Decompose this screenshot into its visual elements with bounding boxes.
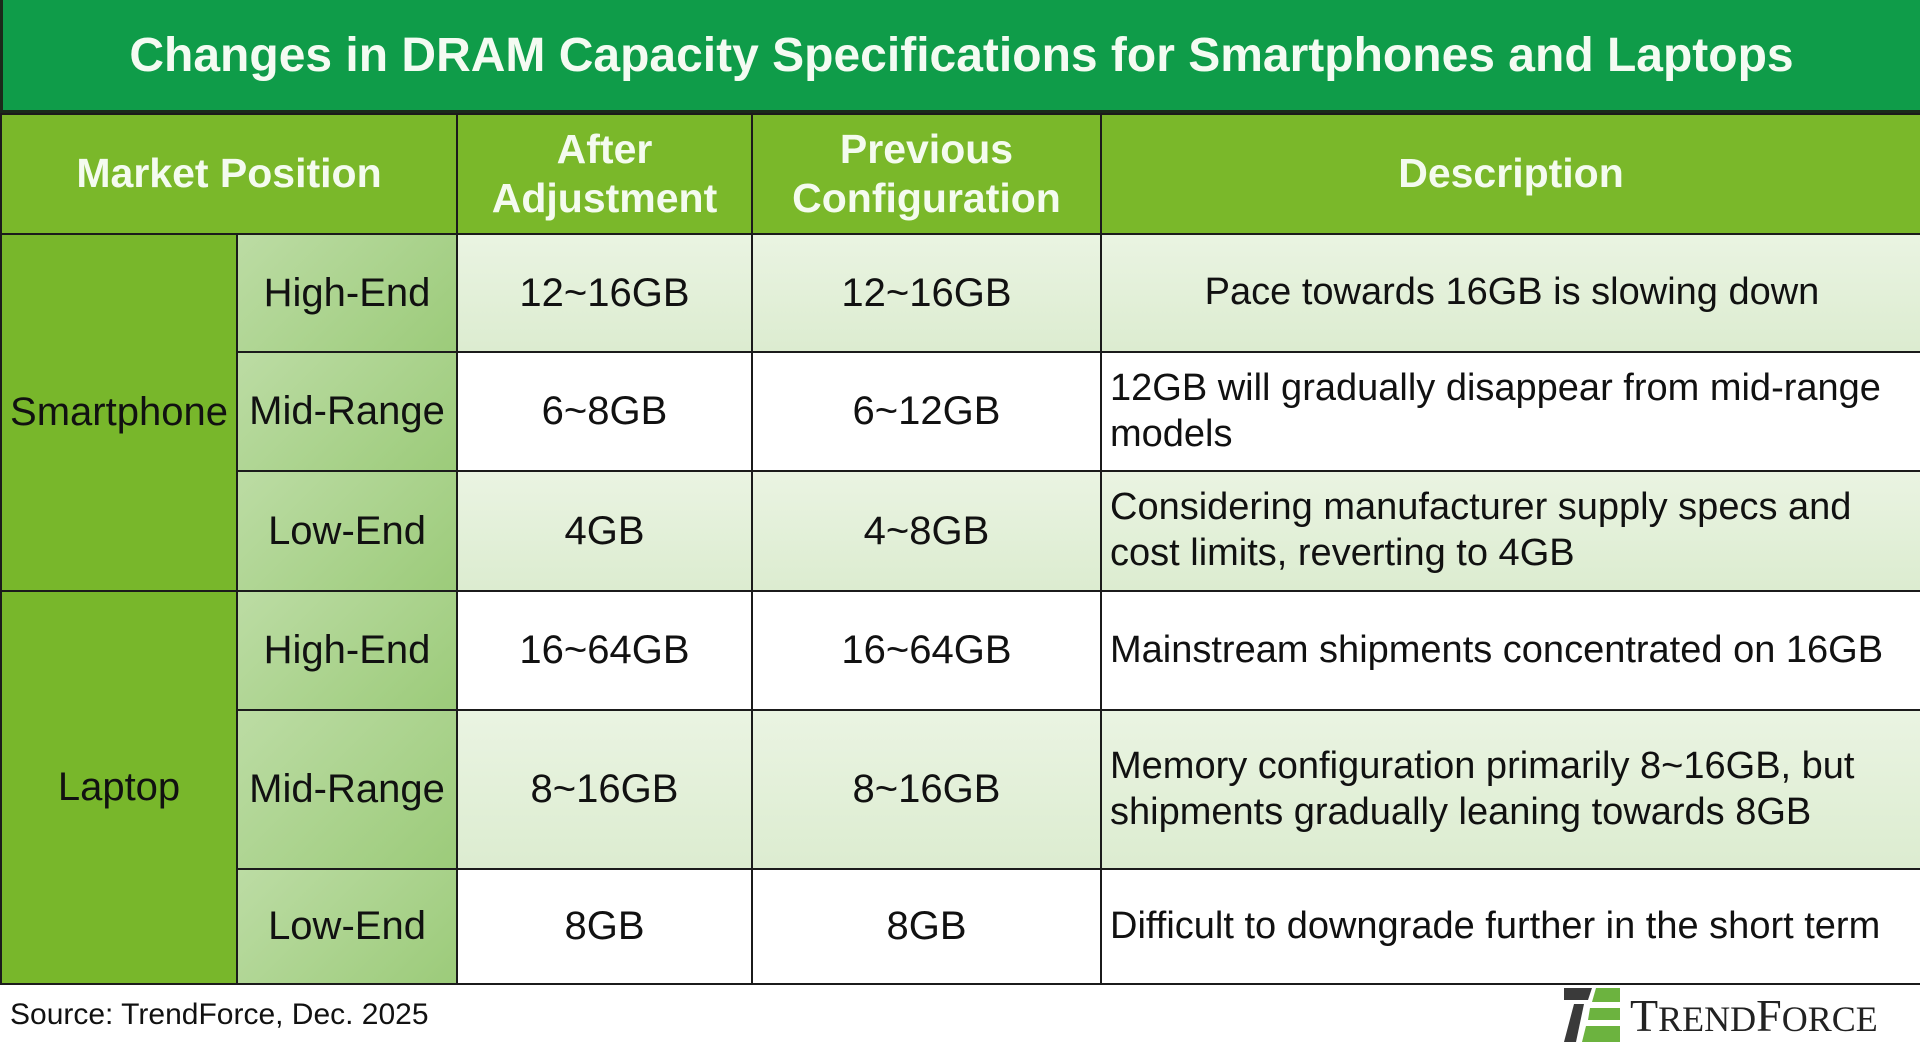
header-after-adjustment: After Adjustment <box>456 113 753 235</box>
source-note: Source: TrendForce, Dec. 2025 <box>10 998 429 1031</box>
position-cell: Mid-Range <box>236 351 458 472</box>
header-line: After <box>556 125 653 172</box>
previous-cell: 6~12GB <box>751 351 1102 472</box>
category-smartphone: Smartphone <box>0 233 238 592</box>
header-line: Configuration <box>792 175 1061 221</box>
description-cell: 12GB will gradually disappear from mid-r… <box>1100 351 1920 472</box>
after-cell: 4GB <box>456 470 753 592</box>
dram-spec-table: Market Position After Adjustment Previous… <box>0 113 1920 985</box>
after-cell: 6~8GB <box>456 351 753 472</box>
position-cell: Low-End <box>236 470 458 592</box>
page-title: Changes in DRAM Capacity Specifications … <box>0 0 1920 113</box>
description-cell: Considering manufacturer supply specs an… <box>1100 470 1920 592</box>
table-row: Mid-Range 8~16GB 8~16GB Memory configura… <box>1 709 1920 870</box>
previous-cell: 4~8GB <box>751 470 1102 592</box>
header-row: Market Position After Adjustment Previous… <box>0 113 1920 235</box>
table-row: Mid-Range 6~8GB 6~12GB 12GB will gradual… <box>1 351 1920 472</box>
header-description: Description <box>1100 113 1920 235</box>
after-cell: 8GB <box>456 868 753 985</box>
description-cell: Mainstream shipments concentrated on 16G… <box>1100 590 1920 711</box>
description-cell: Memory configuration primarily 8~16GB, b… <box>1100 709 1920 870</box>
description-cell: Difficult to downgrade further in the sh… <box>1100 868 1920 985</box>
after-cell: 12~16GB <box>456 233 753 353</box>
previous-cell: 12~16GB <box>751 233 1102 353</box>
trendforce-logo-text: TRENDFORCE <box>1630 989 1878 1041</box>
after-cell: 16~64GB <box>456 590 753 711</box>
header-line: Adjustment <box>491 175 718 221</box>
table-row: Smartphone High-End 12~16GB 12~16GB Pace… <box>0 233 1920 592</box>
table-row: Low-End 8GB 8GB Difficult to downgrade f… <box>1 868 1920 985</box>
position-cell: High-End <box>236 590 458 711</box>
description-cell: Pace towards 16GB is slowing down <box>1100 233 1920 353</box>
position-cell: High-End <box>236 233 458 353</box>
position-cell: Low-End <box>236 868 458 985</box>
header-line: Previous <box>839 125 1014 172</box>
header-market-position: Market Position <box>0 113 458 235</box>
position-cell: Mid-Range <box>236 709 458 870</box>
previous-cell: 8GB <box>751 868 1102 985</box>
table-row: Laptop High-End 16~64GB 16~64GB Mainstre… <box>0 590 1920 985</box>
table-row: Low-End 4GB 4~8GB Considering manufactur… <box>1 470 1920 592</box>
header-previous-configuration: Previous Configuration <box>751 113 1102 235</box>
trendforce-logo-icon <box>1564 988 1620 1042</box>
trendforce-logo: TRENDFORCE <box>1562 988 1878 1042</box>
previous-cell: 16~64GB <box>751 590 1102 711</box>
previous-cell: 8~16GB <box>751 709 1102 870</box>
category-laptop: Laptop <box>0 590 238 985</box>
after-cell: 8~16GB <box>456 709 753 870</box>
